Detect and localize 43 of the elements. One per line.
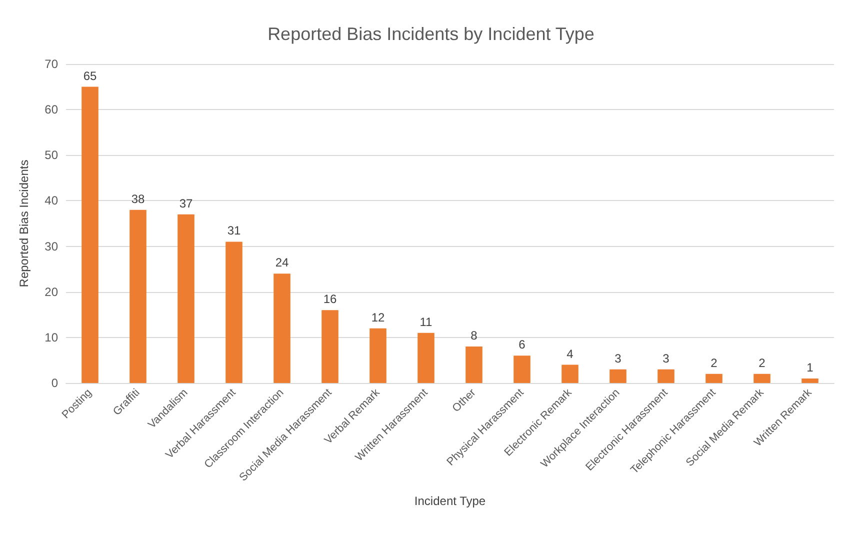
bar [562, 364, 578, 383]
bar [610, 369, 626, 383]
data-label: 16 [323, 292, 337, 306]
data-label: 38 [131, 192, 145, 206]
bar [418, 332, 434, 383]
bar [322, 310, 338, 383]
bar [178, 214, 194, 383]
data-label: 2 [758, 356, 766, 370]
y-tick-label: 50 [44, 148, 58, 162]
bar [274, 274, 290, 383]
bar [658, 369, 674, 383]
bar [802, 378, 818, 383]
bar [82, 86, 98, 383]
y-tick-label: 40 [44, 194, 58, 208]
data-label: 31 [227, 224, 241, 238]
data-label: 2 [710, 356, 718, 370]
y-axis-title: Reported Bias Incidents [17, 160, 31, 288]
bar [370, 328, 386, 383]
data-label: 37 [179, 196, 193, 210]
y-tick-label: 70 [44, 57, 58, 71]
y-tick-label: 60 [44, 102, 58, 117]
data-label: 3 [662, 351, 670, 366]
bar [466, 346, 482, 383]
data-label: 4 [566, 346, 574, 361]
y-tick-label: 20 [44, 284, 58, 299]
y-tick-label: 10 [44, 330, 58, 344]
y-tick-label: 0 [51, 376, 58, 390]
data-label: 24 [275, 256, 289, 270]
data-label: 6 [518, 338, 526, 352]
bar [130, 210, 146, 383]
data-label: 1 [806, 360, 814, 374]
data-label: 3 [614, 351, 622, 366]
bar [754, 374, 770, 383]
chart-title: Reported Bias Incidents by Incident Type [268, 24, 594, 44]
bar [706, 374, 722, 383]
data-label: 65 [83, 68, 97, 83]
x-axis-title: Incident Type [414, 494, 486, 508]
data-label: 11 [420, 314, 433, 329]
data-label: 12 [371, 310, 385, 324]
data-label: 8 [470, 328, 478, 343]
bar [514, 356, 530, 383]
y-tick-label: 30 [44, 239, 58, 254]
bar [226, 242, 242, 383]
